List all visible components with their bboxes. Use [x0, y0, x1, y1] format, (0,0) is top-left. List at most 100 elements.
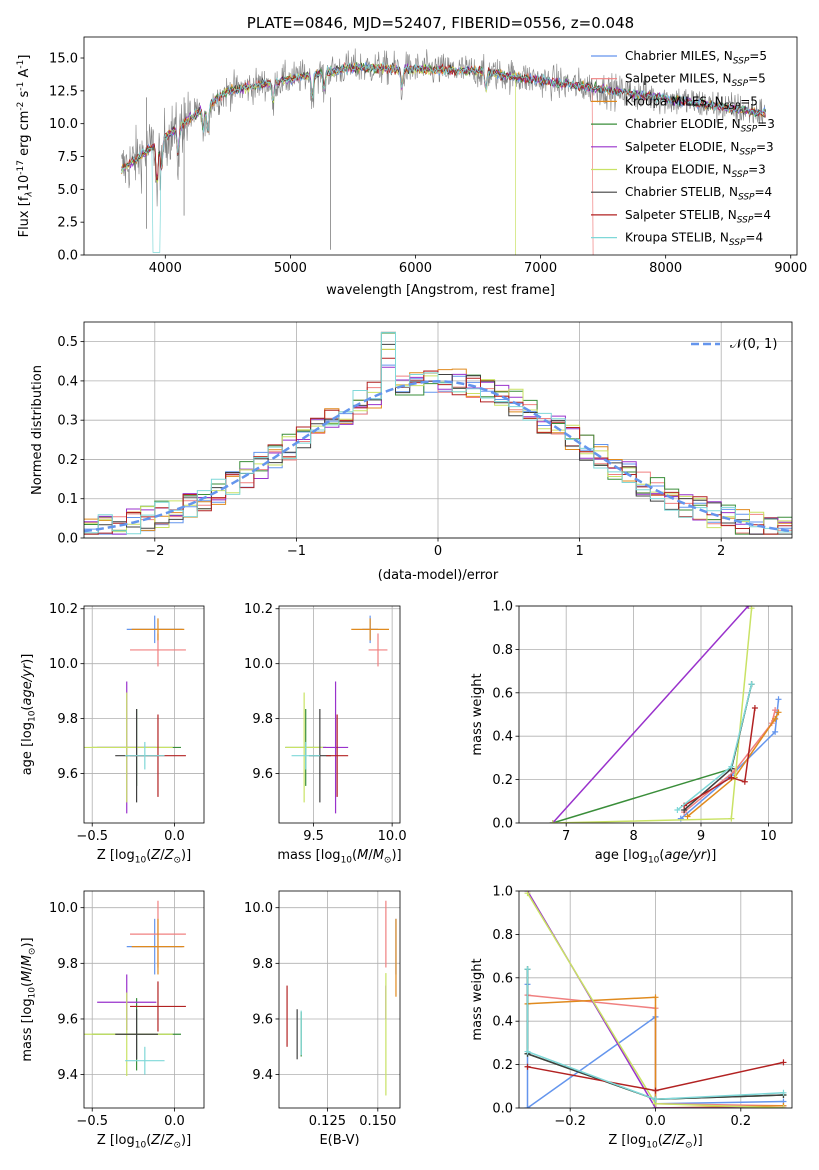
label-part: age [log [20, 722, 35, 775]
label-part: SSP [738, 193, 755, 203]
weight-marker [772, 715, 779, 722]
label-part: Z [log [97, 848, 135, 863]
y-tick-label: 0.3 [57, 414, 78, 429]
y-tick-label: 10.0 [49, 657, 78, 672]
y-tick-label: 5.0 [57, 183, 78, 198]
x-axis-label: age [log10(age/yr)] [595, 848, 717, 866]
y-tick-label: 9.4 [57, 1068, 78, 1083]
y-axis-label: mass weight [470, 673, 485, 755]
x-tick-label: 5000 [274, 261, 307, 276]
y-tick-label: 0.6 [492, 971, 513, 986]
plot-area [84, 331, 792, 535]
plot-area [524, 891, 787, 1108]
y-tick-label: 10.0 [244, 901, 273, 916]
y-tick-label: 0.0 [492, 1102, 513, 1117]
histogram-series [84, 331, 792, 535]
x-tick-label: 0 [434, 544, 442, 559]
label-part: ⊙ [173, 1141, 181, 1151]
label-part: mass [log [277, 848, 340, 863]
legend-label: Salpeter STELIB, NSSP=4 [625, 208, 771, 226]
y-tick-label: 7.5 [57, 150, 78, 165]
x-tick-label: −1 [287, 544, 306, 559]
x-axis-label: Z [log10(Z/Z⊙)] [608, 1133, 702, 1151]
y-tick-label: 9.8 [57, 957, 78, 972]
y-axis-label: Normed distribution [30, 365, 45, 495]
axes-frame [518, 890, 793, 1109]
label-part: Z [164, 848, 175, 863]
y-tick-label: 0.0 [492, 817, 513, 832]
label-part: 10 [646, 1141, 658, 1151]
label-part: Chabrier MILES, N [625, 49, 733, 63]
legend-label: Chabrier ELODIE, NSSP=3 [625, 117, 775, 135]
weight-series [683, 707, 756, 807]
z-age-axes: −0.5 0.0 9.6 9.8 10.0 10.2 [49, 602, 205, 844]
mass-age-axes: 9.5 10.0 9.6 9.8 10.0 10.2 [244, 602, 407, 844]
x-tick-label: −0.5 [76, 829, 108, 844]
y-tick-label: 2.5 [57, 216, 78, 231]
label-part: / [20, 966, 35, 971]
label-part: Z [log [608, 1133, 646, 1148]
plot-area [84, 900, 186, 1077]
label-part: 10 [17, 175, 32, 192]
label-part: )] [181, 848, 191, 863]
plot-area [121, 48, 766, 255]
label-part: 10 [28, 987, 38, 999]
chart-title: PLATE=0846, MJD=52407, FIBERID=0556, z=0… [247, 14, 634, 32]
label-part: -17 [16, 160, 26, 175]
label-part: Z [log [97, 1133, 135, 1148]
plot-area [286, 900, 397, 1096]
label-part: Z [150, 1133, 161, 1148]
x-tick-label: 7 [562, 829, 570, 844]
label-part: A [17, 69, 32, 82]
y-tick-label: 10.0 [49, 901, 78, 916]
label-part: -1 [16, 82, 26, 91]
y-tick-label: 0.0 [57, 532, 78, 547]
x-tick-label: 9000 [774, 261, 807, 276]
y-tick-label: 0.8 [492, 928, 513, 943]
weight-marker [728, 815, 735, 822]
y-tick-label: 9.6 [252, 1012, 273, 1027]
y-tick-label: 0.2 [492, 1058, 513, 1073]
label-part: SSP [737, 215, 754, 225]
y-tick-label: 10.0 [49, 117, 78, 132]
legend-label: Chabrier MILES, NSSP=5 [625, 49, 767, 67]
weight-marker [780, 1059, 787, 1066]
label-part: ( [20, 706, 35, 711]
y-tick-label: 9.6 [57, 767, 78, 782]
label-part: SSP [724, 102, 741, 112]
weight-marker [549, 820, 556, 823]
label-part: ( [146, 848, 151, 863]
weight-series [683, 710, 776, 813]
x-tick-label: 0.0 [645, 1114, 666, 1129]
weight-marker [741, 778, 748, 785]
weight-marker [780, 1105, 787, 1108]
x-tick-label: 8 [629, 829, 637, 844]
label-part: )] [20, 654, 35, 664]
legend-label: Salpeter MILES, NSSP=5 [625, 72, 766, 90]
label-part: Kroupa MILES, N [625, 94, 724, 108]
y-tick-label: 9.8 [57, 712, 78, 727]
label-part: M [20, 971, 35, 982]
label-part: )] [20, 937, 35, 947]
z-weight-axes: −0.2 0.0 0.2 0.0 0.2 0.4 0.6 0.8 1.0 [492, 885, 793, 1129]
panels: 4000 5000 6000 7000 8000 90000.02.55.07.510.0… [16, 14, 807, 1151]
weight-marker [751, 704, 758, 711]
label-part: / [368, 848, 373, 863]
label-part: Salpeter MILES, N [625, 72, 732, 86]
x-axis-label: wavelength [Angstrom, rest frame] [326, 283, 555, 298]
y-tick-label: 0.2 [492, 773, 513, 788]
y-axis-label: Flux [fλ10-17 erg cm-2 s-1 A-1] [16, 55, 35, 238]
legend-label: Kroupa ELODIE, NSSP=3 [625, 163, 766, 181]
label-part: age/yr [20, 662, 35, 705]
weight-marker [772, 728, 779, 735]
weight-marker [524, 966, 531, 973]
label-part: E(B-V) [319, 1133, 359, 1148]
y-tick-label: 10.2 [244, 602, 273, 617]
label-part: Salpeter STELIB, N [625, 208, 737, 222]
legend-label: Kroupa STELIB, NSSP=4 [625, 231, 763, 249]
weight-marker [524, 1063, 531, 1070]
y-tick-label: 9.8 [252, 712, 273, 727]
x-tick-label: −0.5 [76, 1114, 108, 1129]
x-axis-label: Z [log10(Z/Z⊙)] [97, 1133, 191, 1151]
